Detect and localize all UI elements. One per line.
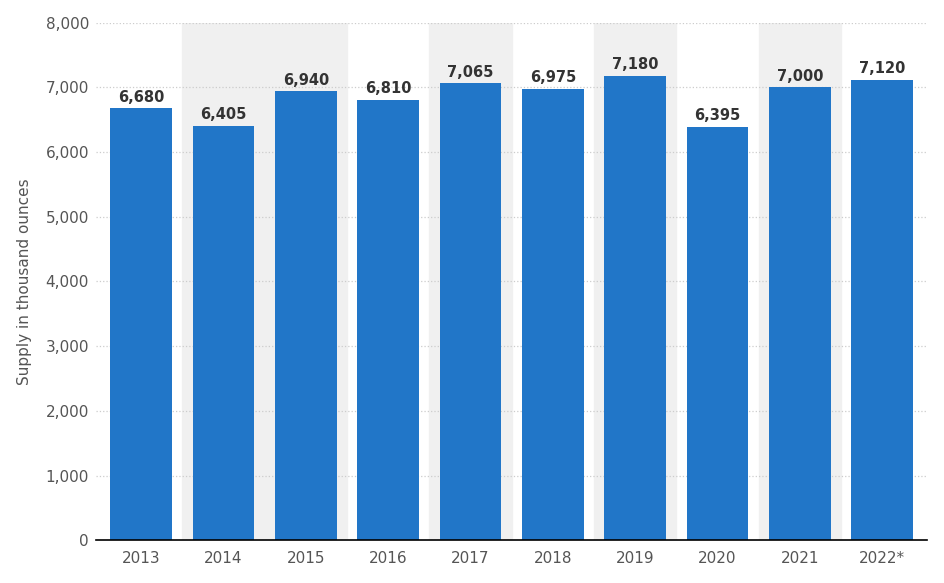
Bar — [686, 127, 749, 540]
Bar — [182, 23, 347, 540]
Bar — [358, 100, 419, 540]
Bar — [275, 92, 337, 540]
Text: 6,405: 6,405 — [200, 107, 246, 122]
Text: 7,120: 7,120 — [859, 61, 905, 76]
Text: 6,810: 6,810 — [365, 81, 412, 96]
Y-axis label: Supply in thousand ounces: Supply in thousand ounces — [17, 178, 32, 385]
Bar — [440, 83, 501, 540]
Bar — [110, 108, 172, 540]
Text: 6,975: 6,975 — [530, 71, 576, 86]
Bar — [851, 80, 913, 540]
Bar — [594, 23, 676, 540]
Text: 7,000: 7,000 — [777, 69, 823, 84]
Text: 6,395: 6,395 — [695, 108, 740, 123]
Bar — [604, 76, 666, 540]
Bar — [759, 23, 841, 540]
Text: 6,680: 6,680 — [118, 90, 164, 104]
Text: 7,065: 7,065 — [447, 65, 494, 80]
Text: 7,180: 7,180 — [612, 57, 658, 72]
Text: 6,940: 6,940 — [283, 73, 329, 87]
Bar — [768, 87, 831, 540]
Bar — [522, 89, 583, 540]
Bar — [430, 23, 512, 540]
Bar — [193, 126, 255, 540]
